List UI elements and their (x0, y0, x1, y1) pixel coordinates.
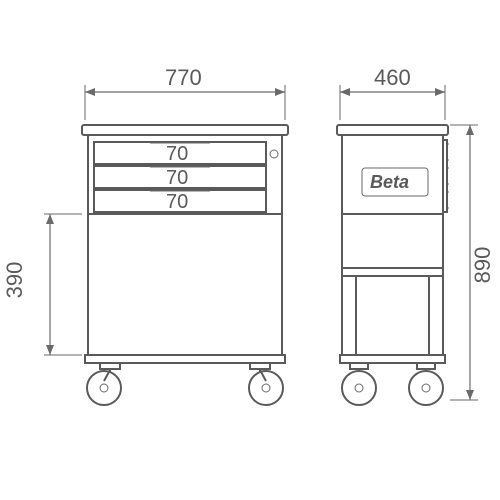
dim-height-lower-label: 390 (2, 262, 27, 299)
dim-height-total-label: 890 (470, 247, 495, 284)
drawer-2: 70 (94, 166, 266, 189)
dim-width-front: 770 (85, 65, 285, 120)
front-wheel-right (249, 363, 283, 405)
drawer-2-label: 70 (166, 167, 188, 189)
drawer-1-label: 70 (166, 143, 188, 165)
side-wheel-right (409, 363, 443, 405)
drawer-1: 70 (94, 142, 266, 165)
side-wheel-left (342, 363, 376, 405)
side-view: Beta (337, 125, 449, 405)
front-view: 70 70 70 (82, 125, 288, 405)
brand-label: Beta (370, 172, 409, 192)
dim-width-front-label: 770 (165, 65, 202, 90)
drawer-3: 70 (94, 190, 266, 213)
dim-height-total: 890 (450, 125, 495, 400)
dim-width-side: 460 (340, 65, 445, 120)
drawer-3-label: 70 (166, 191, 188, 213)
front-wheel-left (87, 363, 121, 405)
dim-height-lower: 390 (2, 214, 82, 355)
dim-width-side-label: 460 (374, 65, 411, 90)
